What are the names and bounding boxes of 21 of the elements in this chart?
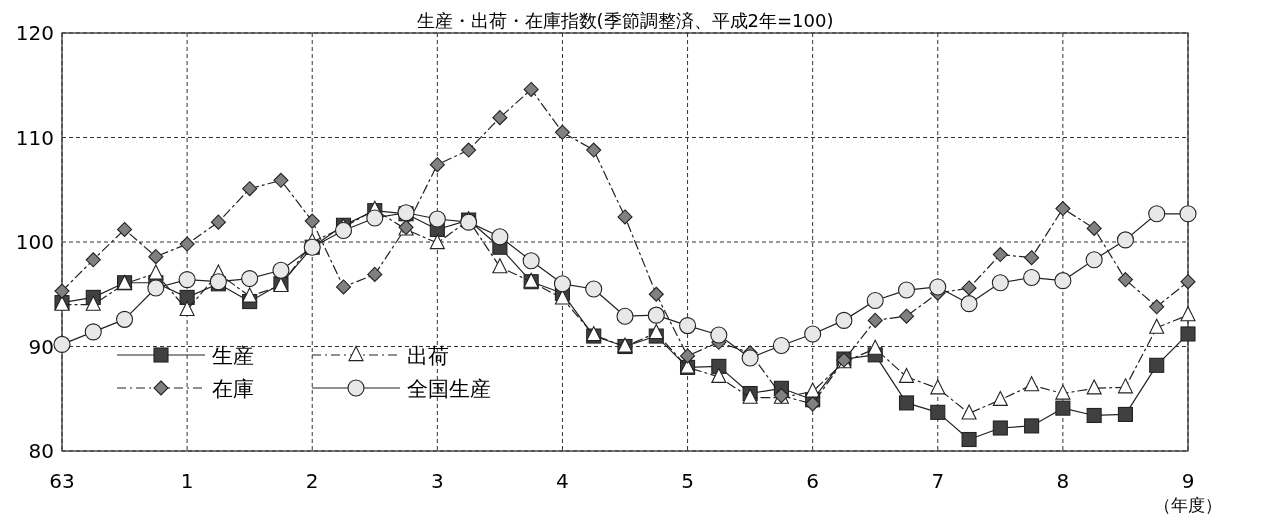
x-tick-label: 63 <box>49 469 75 493</box>
x-tick-label: 9 <box>1181 469 1195 493</box>
legend-label: 全国生産 <box>407 377 491 401</box>
y-tick-label: 120 <box>15 21 54 45</box>
legend-label: 在庫 <box>212 377 254 401</box>
x-tick-label: 3 <box>430 469 444 493</box>
legend-label: 生産 <box>212 344 254 368</box>
legend-label: 出荷 <box>407 344 449 368</box>
x-tick-label: 7 <box>931 469 945 493</box>
x-tick-label: 4 <box>556 469 569 493</box>
x-tick-label: 8 <box>1056 469 1070 493</box>
x-tick-label: 2 <box>305 469 319 493</box>
x-tick-label: 6 <box>806 469 820 493</box>
x-tick-label: 5 <box>681 469 694 493</box>
x-axis-title: （年度） <box>1154 495 1222 515</box>
chart-title: 生産・出荷・在庫指数(季節調整済、平成2年=100) <box>416 10 834 31</box>
y-tick-label: 90 <box>28 334 54 359</box>
y-tick-label: 100 <box>15 230 54 254</box>
y-tick-label: 110 <box>15 125 54 150</box>
y-tick-label: 80 <box>28 439 54 463</box>
x-tick-label: 1 <box>180 469 194 493</box>
